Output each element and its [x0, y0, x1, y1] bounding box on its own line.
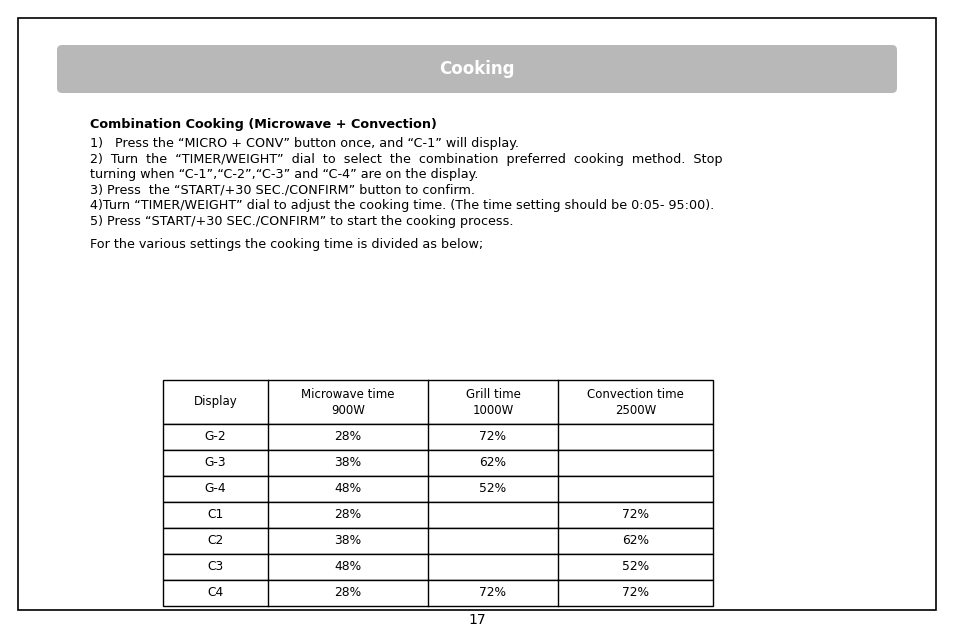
- Text: 5) Press “START/+30 SEC./CONFIRM” to start the cooking process.: 5) Press “START/+30 SEC./CONFIRM” to sta…: [90, 214, 513, 228]
- Text: G-2: G-2: [205, 431, 226, 443]
- Bar: [163, 380, 712, 424]
- Text: 72%: 72%: [479, 431, 506, 443]
- Bar: [163, 476, 712, 502]
- Bar: [163, 450, 712, 476]
- Text: 72%: 72%: [621, 509, 648, 522]
- Text: turning when “C-1”,“C-2”,“C-3” and “C-4” are on the display.: turning when “C-1”,“C-2”,“C-3” and “C-4”…: [90, 168, 477, 181]
- Text: Display: Display: [193, 396, 237, 408]
- Text: 52%: 52%: [479, 483, 506, 495]
- Text: C4: C4: [207, 586, 223, 600]
- Bar: [163, 528, 712, 554]
- Text: C2: C2: [207, 534, 223, 548]
- Text: 72%: 72%: [621, 586, 648, 600]
- Text: 28%: 28%: [335, 509, 361, 522]
- Text: Combination Cooking (Microwave + Convection): Combination Cooking (Microwave + Convect…: [90, 118, 436, 131]
- Text: G-4: G-4: [205, 483, 226, 495]
- Text: 3) Press  the “START/+30 SEC./CONFIRM” button to confirm.: 3) Press the “START/+30 SEC./CONFIRM” bu…: [90, 184, 475, 197]
- Text: For the various settings the cooking time is divided as below;: For the various settings the cooking tim…: [90, 238, 483, 251]
- Bar: [163, 554, 712, 580]
- Text: 4)Turn “TIMER/WEIGHT” dial to adjust the cooking time. (The time setting should : 4)Turn “TIMER/WEIGHT” dial to adjust the…: [90, 199, 714, 212]
- Text: 52%: 52%: [621, 560, 648, 574]
- Text: Grill time
1000W: Grill time 1000W: [465, 387, 520, 417]
- Text: 28%: 28%: [335, 431, 361, 443]
- Text: 62%: 62%: [479, 457, 506, 469]
- Text: Convection time
2500W: Convection time 2500W: [586, 387, 683, 417]
- Text: 2)  Turn  the  “TIMER/WEIGHT”  dial  to  select  the  combination  preferred  co: 2) Turn the “TIMER/WEIGHT” dial to selec…: [90, 153, 721, 165]
- Bar: [163, 580, 712, 606]
- Text: 38%: 38%: [335, 534, 361, 548]
- Bar: [163, 424, 712, 450]
- Text: 72%: 72%: [479, 586, 506, 600]
- Text: 38%: 38%: [335, 457, 361, 469]
- FancyBboxPatch shape: [57, 45, 896, 93]
- Text: 17: 17: [468, 613, 485, 627]
- Text: G-3: G-3: [205, 457, 226, 469]
- Text: Microwave time
900W: Microwave time 900W: [301, 387, 395, 417]
- Text: C1: C1: [207, 509, 223, 522]
- Text: 28%: 28%: [335, 586, 361, 600]
- Text: 1)   Press the “MICRO + CONV” button once, and “C-1” will display.: 1) Press the “MICRO + CONV” button once,…: [90, 137, 518, 150]
- Text: 48%: 48%: [335, 560, 361, 574]
- Text: C3: C3: [207, 560, 223, 574]
- Text: 48%: 48%: [335, 483, 361, 495]
- Text: 62%: 62%: [621, 534, 648, 548]
- Text: Cooking: Cooking: [438, 60, 515, 78]
- Bar: [163, 502, 712, 528]
